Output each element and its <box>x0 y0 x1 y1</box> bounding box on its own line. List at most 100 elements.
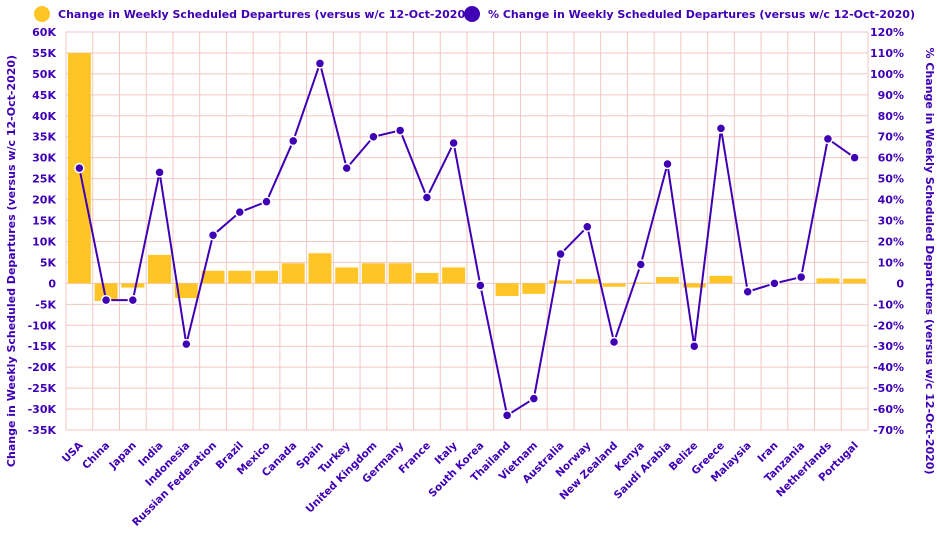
bar-new-zealand <box>602 283 626 287</box>
bar-france <box>415 272 439 284</box>
point-thailand <box>501 410 513 421</box>
right-tick-label: -50% <box>873 382 904 395</box>
right-tick-label: 30% <box>878 215 904 228</box>
right-tick-label: 0 <box>896 277 904 290</box>
right-tick-label: -40% <box>873 361 904 374</box>
point-indonesia <box>181 338 192 350</box>
bar-united-kingdom <box>361 263 385 284</box>
right-axis-ticks: 120% 110% 100% 90% 80% 70% 60% 50% 40% 30% 20% 10% 0… <box>870 26 904 437</box>
left-tick-label: 15K <box>32 215 56 228</box>
left-tick-label: 40K <box>32 110 56 123</box>
right-tick-label: 120% <box>870 26 904 39</box>
right-tick-label: 100% <box>870 68 904 81</box>
category-label: Japan <box>106 440 139 473</box>
right-tick-label: 60% <box>878 152 904 165</box>
point-mexico <box>261 196 272 207</box>
legend-bar-swatch <box>34 6 50 22</box>
left-tick-label: 30K <box>32 152 56 165</box>
right-tick-label: 40% <box>878 194 904 207</box>
left-tick-label: 0 <box>48 277 56 290</box>
point-new-zealand <box>608 336 620 348</box>
left-tick-label: -15K <box>28 340 57 353</box>
left-tick-label: 35K <box>32 131 56 144</box>
point-malaysia <box>742 286 753 297</box>
point-japan <box>127 294 139 306</box>
bar-italy <box>442 267 466 284</box>
left-tick-label: 20K <box>32 194 56 207</box>
bar-portugal <box>843 278 867 284</box>
left-tick-label: -25K <box>28 382 57 395</box>
right-tick-label: 110% <box>870 47 904 60</box>
point-france <box>421 192 433 203</box>
point-belize <box>688 340 700 352</box>
right-tick-label: 20% <box>878 235 904 248</box>
left-axis-title: Change in Weekly Scheduled Departures (v… <box>5 55 18 467</box>
point-tanzania <box>795 271 807 283</box>
right-axis-title: % Change in Weekly Scheduled Departures … <box>923 48 936 475</box>
left-tick-label: -5K <box>35 298 56 311</box>
point-united-kingdom <box>368 131 379 142</box>
point-kenya <box>635 259 647 270</box>
bar-mexico <box>255 270 278 284</box>
right-tick-label: -20% <box>873 319 904 332</box>
bar-japan <box>121 283 145 288</box>
bar-brazil <box>228 270 252 284</box>
left-tick-label: 10K <box>32 235 56 248</box>
right-tick-label: -70% <box>873 424 904 437</box>
bar-china <box>94 283 118 301</box>
legend-line-label: % Change in Weekly Scheduled Departures … <box>488 8 915 21</box>
point-australia <box>555 248 566 260</box>
left-tick-label: 50K <box>32 68 56 81</box>
point-brazil <box>234 206 246 218</box>
point-turkey <box>341 162 352 174</box>
bar-kenya <box>629 282 653 284</box>
legend-line-swatch <box>464 6 480 22</box>
point-spain <box>314 58 326 69</box>
left-tick-label: 55K <box>32 47 56 60</box>
bar-netherlands <box>816 278 840 284</box>
point-china <box>100 294 112 306</box>
point-greece <box>715 123 727 134</box>
left-axis-ticks: 60K 55K 50K 45K 40K 35K 30K 25K 20K 15K 10K 5K 0 -5K -… <box>28 26 57 437</box>
point-norway <box>582 221 593 233</box>
right-tick-label: -30% <box>873 340 904 353</box>
line-series <box>74 58 860 421</box>
legend: Change in Weekly Scheduled Departures (v… <box>34 6 915 22</box>
bar-spain <box>308 253 332 284</box>
bar-saudi-arabia <box>656 277 679 284</box>
right-tick-label: 70% <box>878 131 904 144</box>
point-usa <box>74 162 85 174</box>
series-line <box>78 62 856 417</box>
right-tick-label: 50% <box>878 173 904 186</box>
bar-vietnam <box>522 283 546 294</box>
category-label: China <box>80 440 112 472</box>
bar-thailand <box>495 283 519 296</box>
point-saudi-arabia <box>662 158 673 170</box>
right-tick-label: -10% <box>873 298 904 311</box>
legend-bar-label: Change in Weekly Scheduled Departures (v… <box>58 8 470 21</box>
point-iran <box>769 278 780 289</box>
left-tick-label: -10K <box>28 319 57 332</box>
bar-turkey <box>335 267 359 284</box>
left-tick-label: -35K <box>28 424 57 437</box>
bar-indonesia <box>174 283 198 299</box>
bar-australia <box>549 280 573 284</box>
point-india <box>154 167 165 178</box>
point-canada <box>287 135 299 147</box>
point-portugal <box>849 152 860 163</box>
point-vietnam <box>528 393 540 404</box>
left-tick-label: 45K <box>32 89 56 102</box>
gridlines <box>65 31 869 431</box>
left-tick-label: 5K <box>40 256 57 269</box>
left-tick-label: -30K <box>28 403 57 416</box>
point-south-korea <box>475 280 486 291</box>
left-tick-label: 25K <box>32 173 56 186</box>
right-tick-label: 80% <box>878 110 904 123</box>
right-tick-label: 10% <box>878 256 904 269</box>
bar-russian-federation <box>201 270 225 284</box>
right-tick-label: 90% <box>878 89 904 102</box>
bar-belize <box>682 283 706 288</box>
bar-canada <box>281 263 305 284</box>
